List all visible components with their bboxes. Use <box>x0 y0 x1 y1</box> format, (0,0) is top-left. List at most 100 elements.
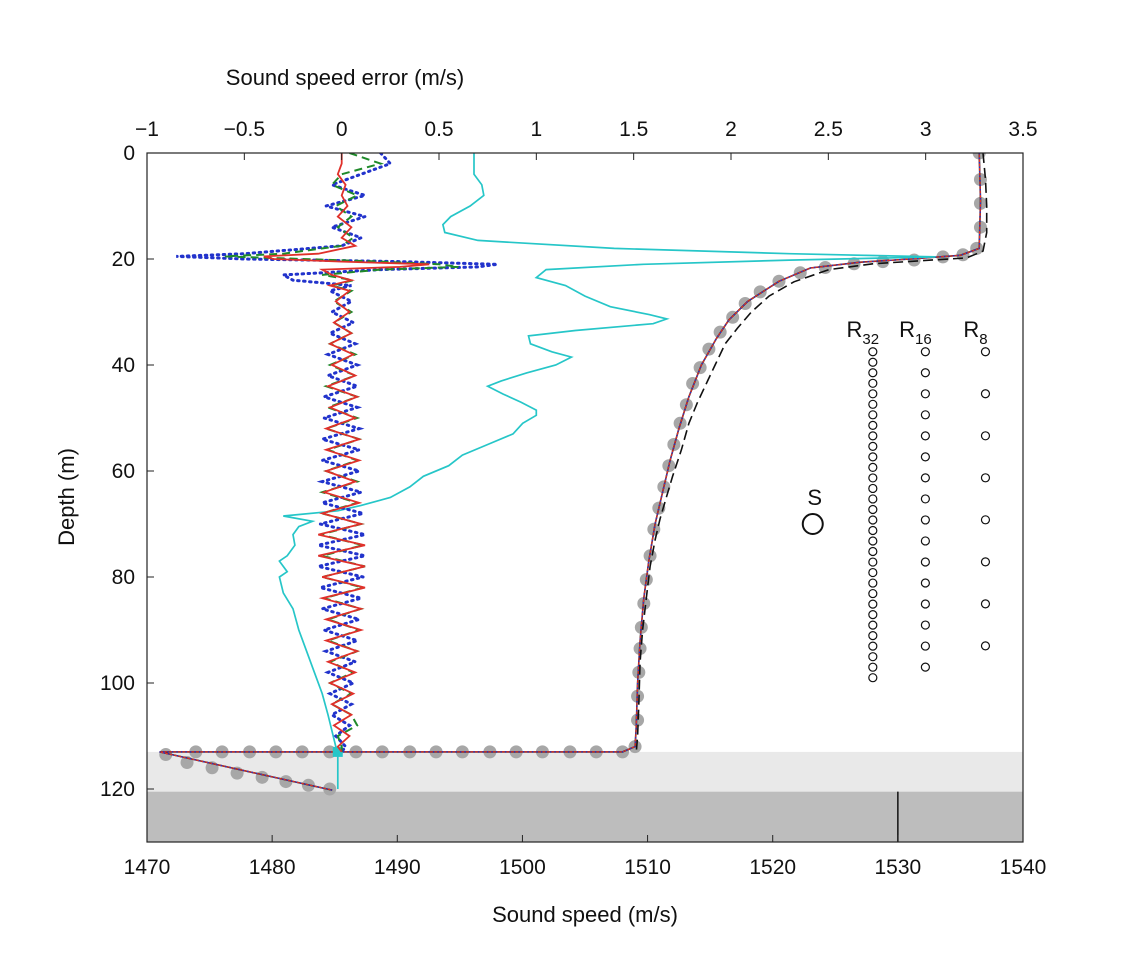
receiver-hydrophone <box>920 515 930 525</box>
profile-red-solid <box>159 153 982 791</box>
receiver-hydrophone <box>980 599 991 609</box>
receiver-hydrophone <box>868 452 878 462</box>
receiver-hydrophone <box>868 641 878 651</box>
receiver-hydrophone <box>920 599 930 609</box>
y-axis-title: Depth (m) <box>54 448 79 546</box>
receiver-hydrophone <box>868 599 878 609</box>
y-tick-label: 120 <box>100 778 135 801</box>
receiver-hydrophone <box>868 673 878 683</box>
receiver-array-label: R16 <box>899 317 932 348</box>
receiver-hydrophone <box>920 347 930 357</box>
x-top-tick-label: 1.5 <box>619 118 648 141</box>
receiver-array-label: R32 <box>847 317 880 348</box>
x-top-tick-label: 1 <box>530 118 542 141</box>
y-tick-label: 60 <box>112 460 135 483</box>
receiver-hydrophone <box>980 389 991 399</box>
receiver-hydrophone <box>868 420 878 430</box>
receiver-array-32: R32 <box>847 317 880 683</box>
y-tick-label: 100 <box>100 672 135 695</box>
x-top-tick-label: 0.5 <box>424 118 453 141</box>
receiver-hydrophone <box>980 347 991 357</box>
x-bottom-tick-label: 1480 <box>249 856 296 879</box>
layer-basement <box>147 791 1023 842</box>
x-bottom-axis-title: Sound speed (m/s) <box>492 902 678 927</box>
receiver-hydrophone <box>980 473 991 483</box>
y-tick-label: 40 <box>112 354 135 377</box>
source-label: S <box>807 485 822 510</box>
receiver-hydrophone <box>868 536 878 546</box>
receiver-hydrophone <box>920 473 930 483</box>
receiver-hydrophone <box>980 515 991 525</box>
receiver-and-source-markers: R32 R16 R8S <box>801 317 991 683</box>
receiver-hydrophone <box>920 431 930 441</box>
cyan-square-marker <box>332 746 343 757</box>
receiver-hydrophone <box>920 662 930 672</box>
receiver-array-subscript: 16 <box>915 331 932 348</box>
data-series <box>159 153 988 796</box>
receiver-hydrophone <box>868 357 878 367</box>
measured-point <box>818 260 832 274</box>
x-bottom-tick-label: 1530 <box>874 856 921 879</box>
receiver-array-subscript: 8 <box>979 331 987 348</box>
x-top-tick-label: 3 <box>920 118 932 141</box>
profile-black-dashed <box>635 153 988 752</box>
x-top-tick-label: 2 <box>725 118 737 141</box>
receiver-hydrophone <box>868 557 878 567</box>
plot-frame <box>146 152 1024 843</box>
receiver-hydrophone <box>868 525 878 536</box>
receiver-hydrophone <box>868 578 878 588</box>
receiver-hydrophone <box>920 641 930 651</box>
receiver-hydrophone <box>868 389 878 399</box>
receiver-hydrophone <box>920 620 930 630</box>
receiver-hydrophone <box>868 399 878 409</box>
x-top-axis-title: Sound speed error (m/s) <box>226 65 464 90</box>
error-curve-green-dashed <box>224 153 459 752</box>
receiver-hydrophone <box>868 620 878 630</box>
receiver-hydrophone <box>868 504 878 515</box>
axis-ticks: 1470 1480 1490 1500 1510 1520 1530 1540 −1 −0.5 0 0… <box>100 118 1046 879</box>
receiver-hydrophone <box>920 368 930 378</box>
receiver-hydrophone <box>868 368 878 378</box>
x-bottom-tick-label: 1470 <box>124 856 171 879</box>
receiver-hydrophone <box>868 652 878 662</box>
x-top-tick-label: −0.5 <box>224 118 265 141</box>
error-curve-blue-dotted <box>176 153 498 754</box>
receiver-hydrophone <box>868 441 878 451</box>
x-bottom-tick-label: 1500 <box>499 856 546 879</box>
receiver-hydrophone <box>920 536 930 546</box>
seabed-layers <box>147 751 1023 842</box>
receiver-array-letter: R <box>963 317 979 342</box>
receiver-hydrophone <box>920 494 930 504</box>
receiver-hydrophone <box>980 431 991 441</box>
receiver-hydrophone <box>868 347 878 357</box>
y-tick-label: 80 <box>112 566 135 589</box>
error-curve-red-solid <box>263 153 430 753</box>
receiver-hydrophone <box>868 588 878 599</box>
y-tick-label: 20 <box>112 248 135 271</box>
profile-black-solid <box>159 153 982 791</box>
receiver-array-letter: R <box>847 317 863 342</box>
layer-sediment <box>147 751 1023 792</box>
y-tick-label: 0 <box>123 142 135 165</box>
receiver-hydrophone <box>920 557 930 567</box>
receiver-hydrophone <box>868 631 878 641</box>
receiver-hydrophone <box>980 557 991 567</box>
measured-point <box>631 713 645 727</box>
source-marker <box>801 513 824 535</box>
receiver-hydrophone <box>868 567 878 578</box>
receiver-hydrophone <box>920 578 930 588</box>
receiver-hydrophone <box>920 389 930 399</box>
x-top-tick-label: −1 <box>135 118 159 141</box>
receiver-hydrophone <box>868 546 878 557</box>
receiver-hydrophone <box>868 410 878 420</box>
x-top-tick-label: 2.5 <box>814 118 843 141</box>
receiver-hydrophone <box>980 641 991 651</box>
receiver-hydrophone <box>868 515 878 525</box>
x-bottom-tick-label: 1520 <box>749 856 796 879</box>
receiver-hydrophone <box>868 662 878 672</box>
profile-blue-dotted <box>159 153 982 791</box>
receiver-hydrophone <box>868 610 878 620</box>
profile-cyan-solid <box>278 153 936 789</box>
x-top-tick-label: 3.5 <box>1008 118 1037 141</box>
